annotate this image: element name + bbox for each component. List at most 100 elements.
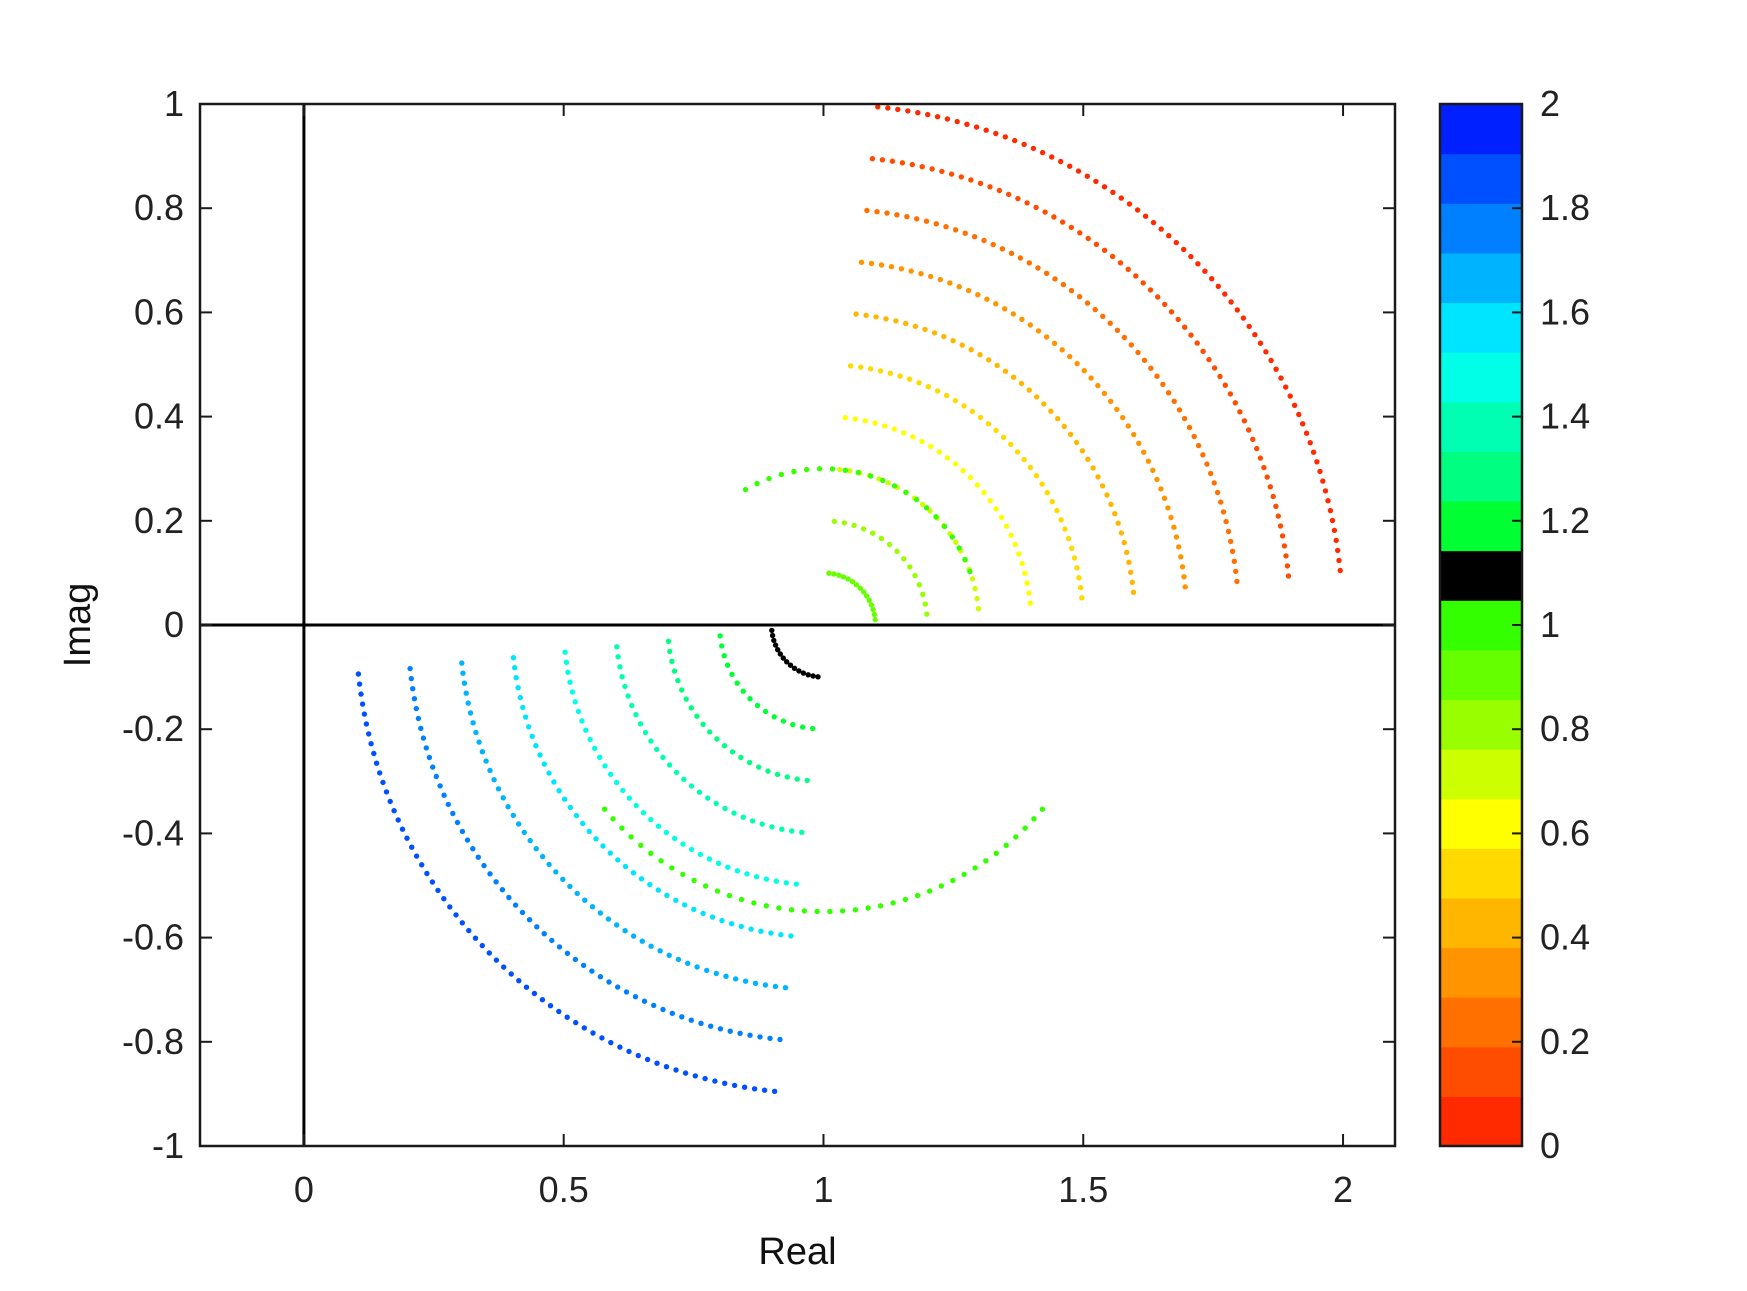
data-point — [1022, 570, 1028, 576]
data-point — [1030, 145, 1037, 152]
colorbar-tick-label: 2 — [1540, 83, 1560, 124]
data-point — [537, 752, 543, 758]
data-point — [1052, 276, 1058, 282]
data-point — [648, 943, 654, 949]
data-point — [1188, 332, 1194, 338]
data-point — [657, 948, 663, 954]
data-point — [522, 714, 529, 720]
data-point — [1084, 173, 1091, 179]
data-point — [800, 670, 807, 676]
data-point — [738, 923, 744, 930]
data-point — [587, 736, 593, 743]
data-point — [673, 1067, 679, 1073]
data-point — [533, 846, 539, 852]
data-point — [769, 627, 775, 634]
data-point — [377, 770, 383, 776]
data-point — [845, 576, 851, 582]
data-point — [1010, 374, 1017, 380]
data-point — [891, 426, 897, 432]
data-point — [868, 260, 875, 267]
data-point — [944, 455, 951, 461]
data-point — [1015, 195, 1021, 202]
data-point — [729, 671, 735, 678]
data-point — [531, 990, 538, 997]
data-point — [715, 860, 722, 866]
data-point — [1145, 458, 1152, 464]
data-point — [831, 518, 837, 525]
data-point — [973, 124, 980, 130]
data-point — [740, 814, 746, 820]
data-point — [1101, 390, 1108, 397]
data-point — [1257, 340, 1264, 346]
data-point — [1034, 394, 1040, 400]
data-point — [521, 829, 527, 836]
data-point — [1148, 365, 1154, 371]
data-point — [593, 836, 599, 842]
data-point — [441, 896, 447, 902]
data-point — [1002, 368, 1009, 374]
data-point — [1188, 253, 1194, 260]
colorbar-segment — [1440, 500, 1522, 552]
data-point — [641, 998, 648, 1004]
data-point — [1021, 456, 1027, 463]
data-point — [981, 237, 987, 244]
data-point — [721, 653, 727, 659]
x-tick-label: 1 — [813, 1169, 833, 1210]
data-point — [1079, 448, 1086, 454]
data-point — [1104, 492, 1110, 498]
data-point — [746, 759, 753, 766]
data-point — [943, 392, 950, 399]
data-point — [506, 894, 512, 901]
colorbar-segment — [1440, 848, 1522, 899]
data-point — [1043, 270, 1050, 276]
data-point — [936, 449, 942, 455]
data-point — [1027, 464, 1034, 471]
data-point — [747, 1032, 753, 1038]
data-point — [637, 721, 644, 727]
data-point — [796, 668, 802, 674]
data-point — [1058, 158, 1064, 165]
data-point — [673, 897, 679, 903]
colorbar-tick-label: 0.6 — [1540, 812, 1590, 853]
data-point — [734, 868, 740, 874]
data-point — [1088, 375, 1094, 381]
data-point — [565, 669, 571, 675]
data-point — [916, 582, 922, 588]
data-point — [794, 776, 800, 782]
data-point — [756, 764, 762, 770]
data-point — [600, 843, 606, 849]
data-point — [467, 710, 474, 716]
data-point — [1101, 184, 1108, 190]
colorbar-segment — [1440, 104, 1522, 155]
data-point — [1225, 528, 1232, 535]
data-point — [667, 648, 673, 655]
data-point — [753, 874, 760, 880]
data-point — [1227, 391, 1234, 397]
data-point — [864, 207, 870, 214]
data-point — [952, 227, 959, 233]
colorbar-segment — [1440, 252, 1522, 304]
data-point — [939, 168, 945, 175]
data-point — [1121, 334, 1128, 341]
data-point — [958, 174, 964, 180]
data-point — [1018, 380, 1025, 387]
data-point — [418, 725, 424, 732]
data-point — [499, 887, 506, 893]
data-point — [487, 871, 493, 877]
colorbar-segment — [1440, 203, 1522, 254]
data-point — [473, 729, 479, 736]
data-point — [836, 572, 842, 578]
data-point — [749, 818, 756, 824]
data-point — [561, 796, 568, 802]
data-point — [871, 611, 878, 618]
colorbar-tick-label: 1.8 — [1540, 187, 1590, 228]
data-point — [450, 810, 456, 817]
data-point — [762, 982, 769, 988]
data-point — [1039, 481, 1045, 487]
data-point — [1019, 560, 1025, 567]
data-point — [893, 318, 899, 324]
data-point — [1003, 523, 1010, 529]
data-point — [987, 497, 993, 504]
colorbar-segment — [1440, 699, 1522, 750]
data-point — [1214, 489, 1221, 496]
